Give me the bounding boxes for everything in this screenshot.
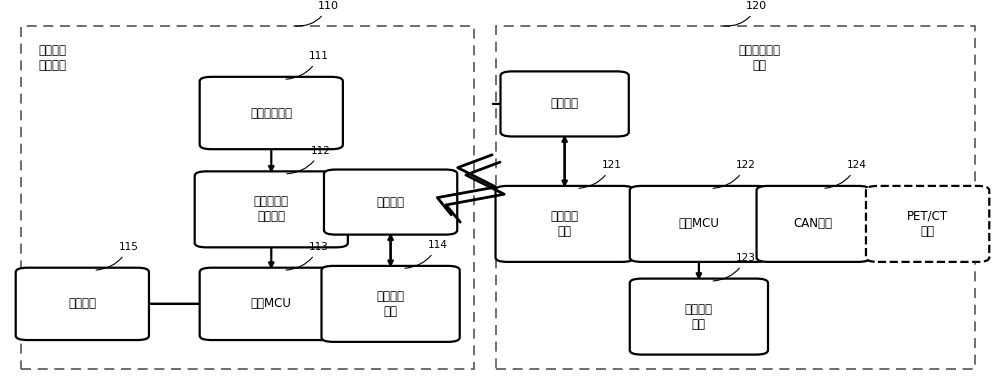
Text: 无线接收
模块: 无线接收 模块 <box>551 210 579 238</box>
Text: 第二天线: 第二天线 <box>551 97 579 110</box>
Text: 无线发送
模块: 无线发送 模块 <box>377 290 405 318</box>
FancyBboxPatch shape <box>496 186 634 262</box>
Text: 110: 110 <box>296 2 339 26</box>
Text: CAN总线: CAN总线 <box>794 218 833 231</box>
Bar <box>496 26 975 369</box>
Text: 加速度传感器: 加速度传感器 <box>250 106 292 119</box>
Text: 呼吸运动
采集装置: 呼吸运动 采集装置 <box>39 44 67 72</box>
Text: 112: 112 <box>287 146 330 174</box>
Text: 门控信号输出
装置: 门控信号输出 装置 <box>739 44 781 72</box>
FancyBboxPatch shape <box>500 71 629 136</box>
FancyBboxPatch shape <box>757 186 870 262</box>
Text: 123: 123 <box>713 253 756 281</box>
FancyBboxPatch shape <box>630 278 768 355</box>
Text: 121: 121 <box>579 160 622 188</box>
Text: PET/CT
设备: PET/CT 设备 <box>907 210 948 238</box>
FancyBboxPatch shape <box>195 171 348 247</box>
Text: 122: 122 <box>713 160 756 188</box>
Text: 门控输出
模块: 门控输出 模块 <box>685 303 713 331</box>
FancyBboxPatch shape <box>866 186 989 262</box>
Text: 120: 120 <box>724 2 767 26</box>
Bar <box>21 26 474 369</box>
Text: 滤波及电平
转换电路: 滤波及电平 转换电路 <box>254 195 289 223</box>
Text: 114: 114 <box>405 241 448 268</box>
FancyBboxPatch shape <box>16 268 149 340</box>
FancyBboxPatch shape <box>324 170 457 235</box>
FancyBboxPatch shape <box>321 266 460 342</box>
Text: 124: 124 <box>825 160 866 188</box>
Text: 第一MCU: 第一MCU <box>251 297 292 310</box>
Text: 电源模块: 电源模块 <box>68 297 96 310</box>
Text: 第一天线: 第一天线 <box>377 196 405 209</box>
FancyBboxPatch shape <box>630 186 768 262</box>
Text: 113: 113 <box>286 242 329 270</box>
Text: 115: 115 <box>96 242 139 270</box>
Text: 111: 111 <box>286 51 329 79</box>
FancyBboxPatch shape <box>200 268 343 340</box>
Text: 第二MCU: 第二MCU <box>678 218 719 231</box>
FancyBboxPatch shape <box>200 77 343 149</box>
